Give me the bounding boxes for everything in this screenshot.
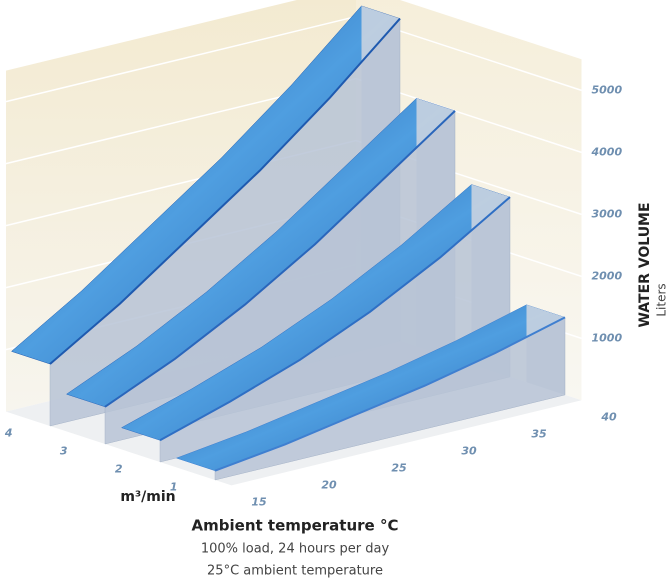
x-tick-label: 20 <box>321 478 337 491</box>
x-tick-label: 40 <box>600 410 617 423</box>
y-axis-label: WATER VOLUME <box>637 202 653 327</box>
subtitle: 25°C ambient temperature <box>207 564 383 579</box>
x-tick-label: 30 <box>461 444 477 457</box>
depth-axis-label: m³/min <box>120 489 175 505</box>
y-tick-label: 1000 <box>592 331 623 344</box>
legend-label: 4 <box>4 427 13 440</box>
x-tick-label: 25 <box>391 461 407 474</box>
y-axis-unit: Liters <box>655 283 669 316</box>
y-tick-label: 3000 <box>592 207 623 220</box>
x-tick-label: 35 <box>531 427 547 440</box>
subtitle: 100% load, 24 hours per day <box>201 542 390 557</box>
x-tick-label: 15 <box>251 495 267 508</box>
y-tick-label: 5000 <box>592 83 623 96</box>
legend-label: 2 <box>115 463 123 476</box>
x-axis-label: Ambient temperature °C <box>192 517 399 535</box>
y-tick-label: 4000 <box>591 145 623 158</box>
legend-label: 3 <box>60 445 68 458</box>
chart: 100020003000400050001520253035404321 m³/… <box>0 0 670 588</box>
y-tick-label: 2000 <box>592 269 623 282</box>
